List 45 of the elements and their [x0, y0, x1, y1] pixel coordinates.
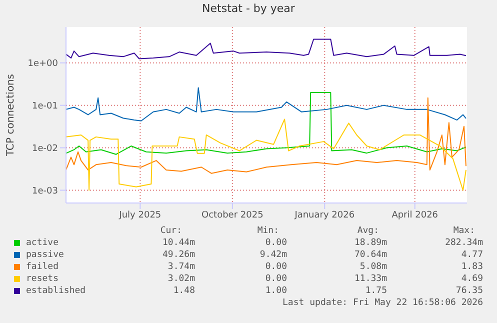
legend-label: resets	[26, 274, 59, 284]
text: 3.02m	[168, 274, 195, 284]
x-tick-label: July 2025	[118, 210, 162, 220]
y-tick-label: 1e-02	[32, 144, 58, 154]
chart-title: Netstat - by year	[201, 2, 296, 15]
text: 0.00	[265, 262, 287, 272]
text: Cur:	[160, 226, 182, 236]
line-series	[66, 97, 466, 174]
text: 4.69	[461, 274, 483, 284]
text: 1.75	[365, 286, 387, 296]
text: 76.35	[456, 286, 483, 296]
text: 5.08m	[360, 262, 387, 272]
text: 11.33m	[354, 274, 387, 284]
text: 0.00	[265, 274, 287, 284]
line-series	[66, 92, 466, 155]
text: 70.64m	[354, 250, 387, 260]
text: 1.83	[461, 262, 483, 272]
x-tick-label: January 2026	[294, 210, 355, 220]
legend-label: established	[26, 286, 86, 296]
text: 0.00	[265, 238, 287, 248]
legend-label: active	[26, 238, 59, 248]
text: 1.00	[265, 286, 287, 296]
legend-label: failed	[26, 262, 59, 272]
text: Max:	[453, 226, 475, 236]
text: 9.42m	[260, 250, 287, 260]
text: 3.74m	[168, 262, 195, 272]
x-tick-label: October 2025	[202, 210, 264, 220]
line-series	[66, 38, 466, 60]
text: 1.48	[173, 286, 195, 296]
y-tick-label: 1e-03	[32, 186, 58, 196]
text: Min:	[257, 226, 279, 236]
text: 4.77	[461, 250, 483, 260]
text: Last update: Fri May 22 16:58:06 2026	[282, 298, 483, 308]
y-axis-title: TCP connections	[6, 74, 16, 156]
legend-label: passive	[26, 250, 64, 260]
text: 49.26m	[162, 250, 195, 260]
x-tick-label: April 2026	[392, 210, 438, 220]
line-series	[66, 118, 466, 191]
text: 10.44m	[162, 238, 195, 248]
text: 18.89m	[354, 238, 387, 248]
text: 282.34m	[445, 238, 483, 248]
y-tick-label: 1e-01	[32, 102, 58, 112]
text: Avg:	[357, 226, 379, 236]
line-series	[66, 87, 466, 122]
y-tick-label: 1e+00	[28, 59, 58, 70]
